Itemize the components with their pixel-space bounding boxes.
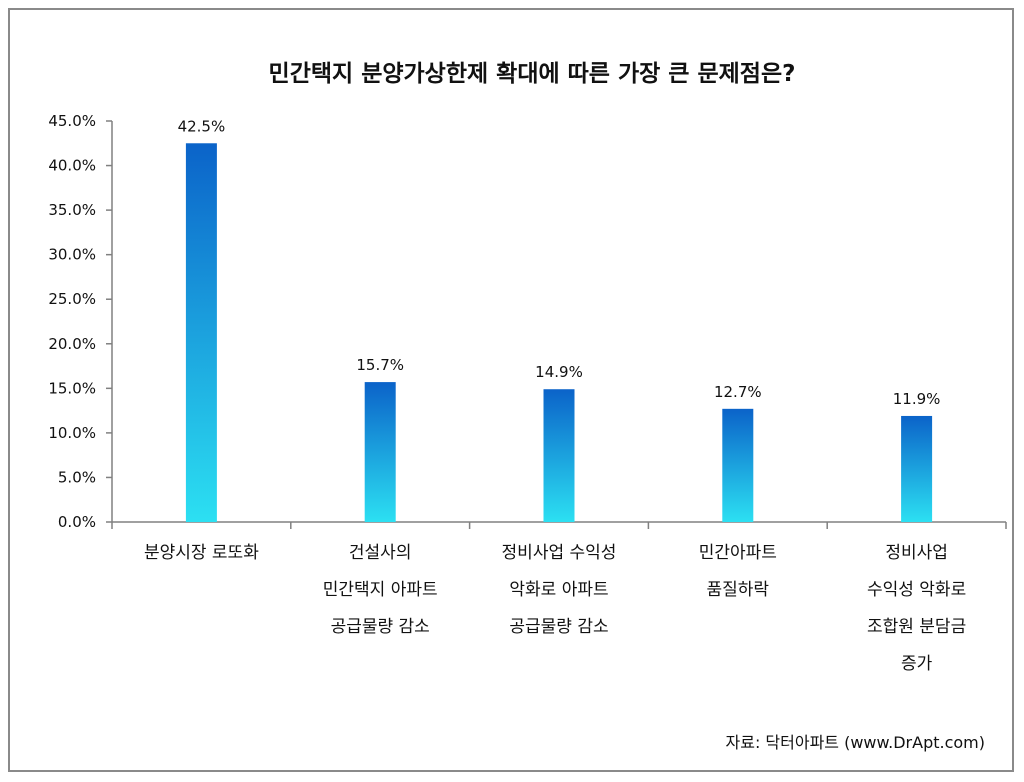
y-tick-label: 5.0% (58, 468, 96, 486)
bar-value-label: 42.5% (178, 117, 226, 135)
y-tick-label: 35.0% (48, 201, 96, 219)
x-category-label: 악화로 아파트 (509, 580, 608, 600)
bar-value-label: 15.7% (356, 356, 404, 374)
y-tick-label: 40.0% (48, 157, 96, 175)
bar (185, 143, 217, 522)
x-category-label: 증가 (901, 654, 933, 674)
x-category-label: 조합원 분담금 (867, 617, 966, 637)
x-category-label: 분양시장 로또화 (144, 543, 259, 563)
bar (543, 389, 575, 522)
y-tick-label: 0.0% (58, 513, 96, 531)
chart-axes: 0.0% 5.0% 10.0% 15.0% 20.0% 25.0% 30.0% 35.0% 40… (48, 112, 1007, 531)
y-tick-label: 25.0% (48, 290, 96, 308)
y-tick-label: 15.0% (48, 379, 96, 397)
chart-title: 민간택지 분양가상한제 확대에 따른 가장 큰 문제점은? (269, 61, 796, 87)
x-category-label: 민간아파트 (699, 543, 777, 563)
y-tick-label: 20.0% (48, 335, 96, 353)
x-category-label: 공급물량 감소 (331, 617, 430, 637)
bar (722, 408, 754, 522)
bar (901, 415, 933, 522)
bar-value-label: 12.7% (714, 383, 762, 401)
x-category-label: 수익성 악화로 (867, 580, 966, 600)
bar (364, 382, 396, 522)
y-tick-label: 45.0% (48, 112, 96, 130)
x-category-label: 건설사의 (349, 543, 412, 563)
y-tick-label: 10.0% (48, 424, 96, 442)
x-category-label: 정비사업 (885, 543, 948, 563)
y-tick-label: 30.0% (48, 246, 96, 264)
x-category-label: 공급물량 감소 (509, 617, 608, 637)
x-category-label: 민간택지 아파트 (323, 580, 438, 600)
source-note: 자료: 닥터아파트 (www.DrApt.com) (726, 733, 986, 752)
bar-value-label: 11.9% (893, 390, 941, 408)
bar-value-label: 14.9% (535, 363, 583, 381)
chart-frame (8, 8, 1014, 772)
x-category-label: 품질하락 (707, 580, 770, 600)
x-category-label: 정비사업 수익성 (502, 543, 617, 563)
